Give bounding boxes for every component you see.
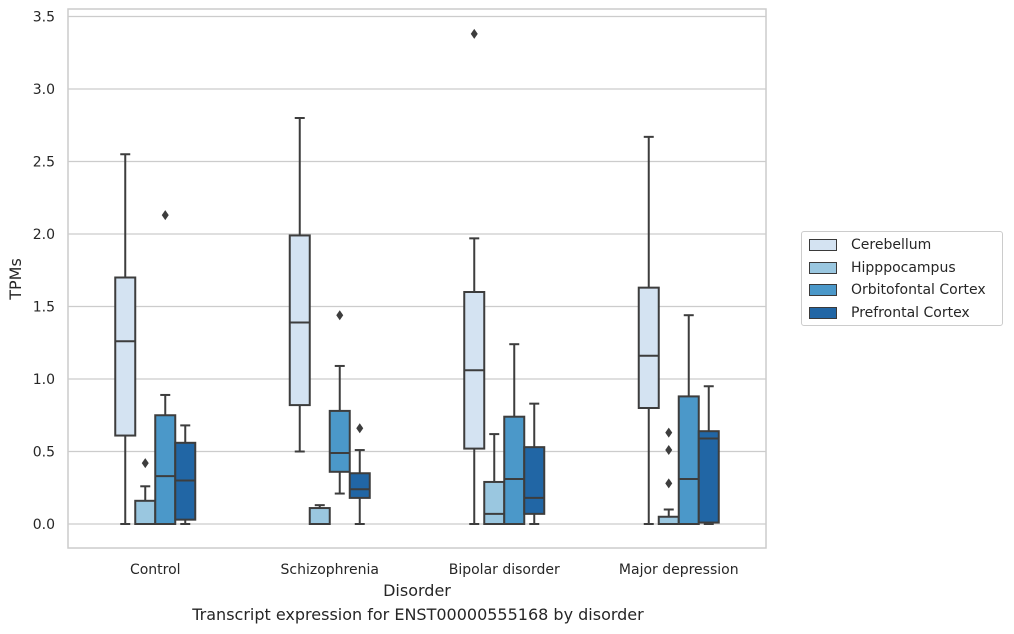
y-tick-labels: 0.0 0.5 1.0 1.5 2.0 2.5 3.0 3.5 xyxy=(33,10,55,534)
y-axis-label: TPMs xyxy=(6,258,25,301)
box-body xyxy=(154,414,177,525)
x-tick-labels: Control Schizophrenia Bipolar disorder Majo… xyxy=(130,562,739,578)
box xyxy=(134,458,157,525)
legend-item-prefrontal-cortex: Prefrontal Cortex xyxy=(809,303,970,323)
box-body xyxy=(677,395,700,525)
box-body xyxy=(114,276,137,437)
box-body xyxy=(697,430,720,524)
box xyxy=(677,314,700,525)
box-body xyxy=(348,472,371,499)
y-tick-label: 2.5 xyxy=(33,155,55,171)
y-tick-label: 3.0 xyxy=(33,82,55,98)
box xyxy=(483,433,506,526)
box xyxy=(308,504,331,525)
x-tick-label: Control xyxy=(130,562,181,578)
box-body xyxy=(503,415,526,526)
outlier-point xyxy=(161,210,169,221)
legend-item-orbitofontal-cortex: Orbitofontal Cortex xyxy=(809,280,986,300)
outlier-point xyxy=(356,423,364,434)
box xyxy=(288,117,311,453)
x-tick-label: Bipolar disorder xyxy=(449,562,560,578)
legend-label: Prefrontal Cortex xyxy=(851,305,970,321)
box-body xyxy=(328,409,351,473)
legend-item-cerebellum: Cerebellum xyxy=(809,235,931,255)
box xyxy=(637,135,660,525)
box-body xyxy=(637,286,660,409)
legend-label: Orbitofontal Cortex xyxy=(851,282,986,298)
box xyxy=(697,385,720,525)
legend: Cerebellum Hipppocampus Orbitofontal Cor… xyxy=(801,231,1003,326)
box xyxy=(463,28,486,525)
outlier-point xyxy=(470,28,478,39)
outlier-point xyxy=(141,458,149,469)
box-body xyxy=(657,515,680,525)
box xyxy=(523,402,546,525)
x-axis-label: Disorder xyxy=(383,581,451,600)
outlier-point xyxy=(665,478,673,489)
box xyxy=(657,427,680,525)
plot-frame xyxy=(67,8,767,549)
box xyxy=(503,343,526,526)
box-body xyxy=(134,499,157,525)
legend-swatch xyxy=(809,239,837,251)
legend-swatch xyxy=(809,262,837,274)
legend-swatch xyxy=(809,307,837,319)
legend-label: Hipppocampus xyxy=(851,260,956,276)
box-body xyxy=(483,480,506,526)
box-body xyxy=(308,507,331,525)
box-body xyxy=(288,234,311,407)
box xyxy=(174,424,197,525)
y-tick-label: 0.5 xyxy=(33,445,55,461)
box xyxy=(328,310,351,495)
legend-item-hipppocampus: Hipppocampus xyxy=(809,258,956,278)
outlier-point xyxy=(665,445,673,456)
box xyxy=(154,210,177,525)
y-tick-label: 2.0 xyxy=(33,227,55,243)
x-tick-label: Schizophrenia xyxy=(281,562,379,578)
y-tick-label: 3.5 xyxy=(33,10,55,26)
box xyxy=(348,423,371,525)
box xyxy=(114,153,137,525)
y-tick-label: 1.0 xyxy=(33,372,55,388)
x-tick-label: Major depression xyxy=(619,562,739,578)
box-series xyxy=(114,28,720,526)
y-tick-label: 0.0 xyxy=(33,517,55,533)
outlier-point xyxy=(336,310,344,321)
y-tick-label: 1.5 xyxy=(33,300,55,316)
outlier-point xyxy=(665,427,673,438)
box-body xyxy=(523,446,546,515)
legend-swatch xyxy=(809,284,837,296)
figure-caption: Transcript expression for ENST0000055516… xyxy=(192,605,644,624)
legend-label: Cerebellum xyxy=(851,237,932,253)
